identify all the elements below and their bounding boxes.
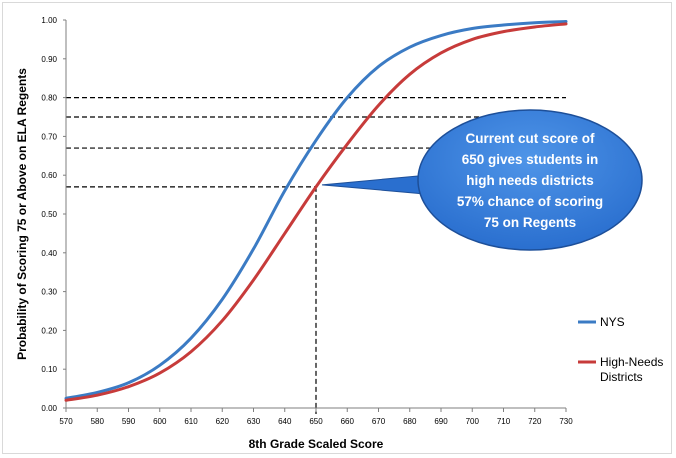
chart-frame <box>2 2 672 454</box>
callout-bubble <box>417 109 643 251</box>
x-tick-label: 610 <box>184 417 198 426</box>
y-tick-label: 0.80 <box>41 94 57 103</box>
x-tick-label: 570 <box>59 417 73 426</box>
callout-text-line: 75 on Regents <box>484 215 576 230</box>
y-tick-label: 0.50 <box>41 210 57 219</box>
y-tick-label: 0.30 <box>41 288 57 297</box>
x-tick-label: 630 <box>247 417 261 426</box>
callout-text-line: 650 gives students in <box>462 152 599 167</box>
callout-text-line: 57% chance of scoring <box>457 194 603 209</box>
y-tick-label: 0.00 <box>41 404 57 413</box>
series-lines <box>64 20 568 402</box>
y-tick-label: 0.10 <box>41 365 57 374</box>
x-tick-label: 650 <box>309 417 323 426</box>
x-tick-label: 690 <box>434 417 448 426</box>
y-axis-title: Probability of Scoring 75 or Above on EL… <box>15 68 29 360</box>
x-tick-label: 640 <box>278 417 292 426</box>
series-line-nys <box>64 20 568 400</box>
y-tick-label: 0.60 <box>41 171 57 180</box>
x-tick-label: 670 <box>372 417 386 426</box>
callout-text-line: Current cut score of <box>465 131 595 146</box>
callout-text-line: high needs districts <box>466 173 594 188</box>
y-tick-label: 0.90 <box>41 55 57 64</box>
y-tick-label: 0.40 <box>41 249 57 258</box>
legend-label-nys: NYS <box>600 315 625 329</box>
x-tick-labels: 570 580 590 600 610 620 630 640 650 660 670 680 690 7… <box>59 408 573 426</box>
x-tick-label: 730 <box>559 417 573 426</box>
y-tick-labels: 0.00 0.10 0.20 0.30 0.40 0.50 0.60 0.70 0.80 0.90… <box>41 16 66 413</box>
legend: NYS High-Needs Districts <box>578 315 663 384</box>
x-tick-label: 600 <box>153 417 167 426</box>
x-tick-label: 710 <box>497 417 511 426</box>
x-tick-label: 700 <box>466 417 480 426</box>
series-line-high-needs <box>64 22 568 402</box>
x-axis-title: 8th Grade Scaled Score <box>249 437 384 451</box>
reference-lines <box>66 96 566 414</box>
x-tick-label: 720 <box>528 417 542 426</box>
y-tick-label: 0.70 <box>41 132 57 141</box>
x-tick-label: 660 <box>341 417 355 426</box>
x-tick-label: 580 <box>91 417 105 426</box>
x-tick-label: 620 <box>216 417 230 426</box>
legend-label-high-needs: High-Needs Districts <box>600 355 663 384</box>
y-tick-label: 0.20 <box>41 326 57 335</box>
x-tick-label: 680 <box>403 417 417 426</box>
y-tick-label: 1.00 <box>41 16 57 25</box>
annotation-callout: Current cut score of 650 gives students i… <box>321 109 643 251</box>
x-tick-label: 590 <box>122 417 136 426</box>
